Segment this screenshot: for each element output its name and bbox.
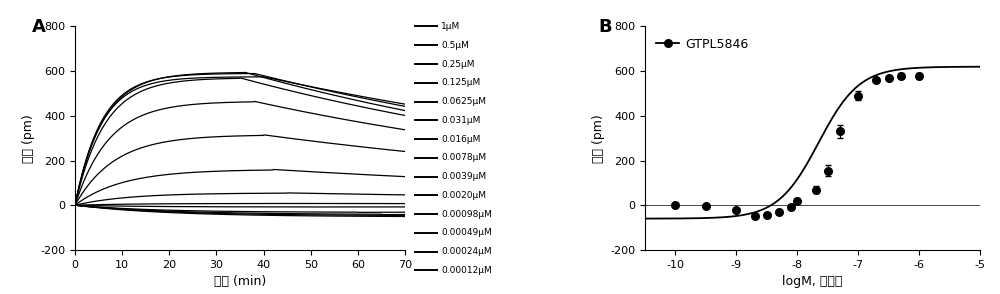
Y-axis label: 响应 (pm): 响应 (pm)	[592, 114, 605, 163]
Text: 0.00049μM: 0.00049μM	[441, 228, 492, 238]
Text: 0.031μM: 0.031μM	[441, 116, 480, 125]
Text: 0.5μM: 0.5μM	[441, 41, 469, 50]
Text: 0.00098μM: 0.00098μM	[441, 210, 492, 219]
Text: 0.0078μM: 0.0078μM	[441, 153, 486, 162]
Text: 0.0039μM: 0.0039μM	[441, 172, 486, 181]
Text: 0.016μM: 0.016μM	[441, 135, 480, 143]
Text: 0.0020μM: 0.0020μM	[441, 191, 486, 200]
X-axis label: logM, 化合物: logM, 化合物	[782, 275, 843, 288]
X-axis label: 时间 (min): 时间 (min)	[214, 275, 266, 288]
Text: A: A	[32, 18, 46, 36]
Text: 1μM: 1μM	[441, 22, 460, 31]
Text: 0.00024μM: 0.00024μM	[441, 247, 492, 256]
Legend: GTPL5846: GTPL5846	[651, 33, 753, 56]
Text: 0.25μM: 0.25μM	[441, 59, 475, 69]
Y-axis label: 响应 (pm): 响应 (pm)	[22, 114, 35, 163]
Text: 0.125μM: 0.125μM	[441, 78, 480, 87]
Text: 0.0625μM: 0.0625μM	[441, 97, 486, 106]
Text: B: B	[598, 18, 612, 36]
Text: 0.00012μM: 0.00012μM	[441, 266, 492, 275]
